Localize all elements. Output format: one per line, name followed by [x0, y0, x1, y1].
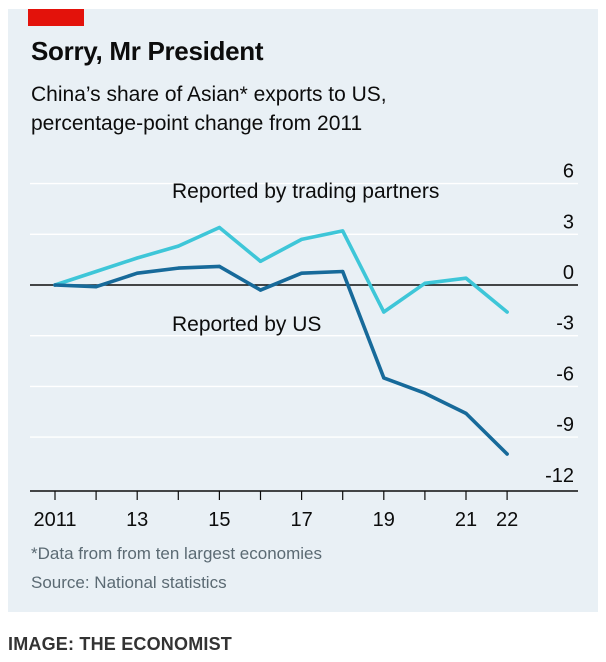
- data-point: [135, 271, 139, 275]
- y-tick-label: -3: [556, 313, 574, 335]
- x-tick-label: 15: [208, 509, 230, 531]
- y-tick-label: -9: [556, 414, 574, 436]
- data-point: [217, 264, 221, 269]
- y-tick-label: 3: [563, 211, 574, 233]
- data-point: [94, 269, 98, 274]
- x-tick-label: 19: [373, 509, 395, 531]
- data-point: [135, 256, 139, 260]
- data-point: [423, 391, 427, 395]
- data-point: [464, 411, 468, 416]
- data-point: [341, 269, 345, 274]
- chart-panel: [8, 9, 598, 612]
- data-point: [423, 281, 427, 285]
- subtitle-line-1: China’s share of Asian* exports to US,: [31, 83, 387, 106]
- footnote: *Data from from ten largest economies: [31, 544, 323, 563]
- data-point: [505, 310, 509, 314]
- series-label-us: Reported by US: [172, 313, 321, 336]
- line-reported-by-us: [53, 264, 509, 456]
- y-tick-label: 0: [563, 262, 574, 284]
- data-point: [505, 452, 509, 456]
- data-point: [464, 276, 468, 280]
- data-point: [382, 310, 386, 314]
- image-credit: IMAGE: THE ECONOMIST: [8, 634, 232, 654]
- x-tick-label: 17: [290, 509, 312, 531]
- subtitle-line-2: percentage-point change from 2011: [31, 112, 363, 135]
- data-point: [341, 229, 345, 233]
- y-tick-label: 6: [563, 161, 574, 183]
- x-tick-label: 2011: [33, 509, 76, 531]
- data-point: [217, 225, 221, 230]
- x-tick-label: 13: [126, 509, 148, 531]
- data-point: [258, 259, 263, 263]
- brand-tag: [28, 9, 84, 26]
- chart-title: Sorry, Mr President: [31, 36, 264, 66]
- line-reported-by-trading-partners: [53, 225, 509, 314]
- data-point: [53, 283, 57, 287]
- data-point: [300, 271, 304, 275]
- data-point: [176, 244, 180, 248]
- series-label-trading-partners: Reported by trading partners: [172, 180, 439, 203]
- x-tick-label: 22: [496, 509, 518, 531]
- x-tick-label: 21: [455, 509, 477, 531]
- data-point: [176, 266, 180, 270]
- data-point: [258, 288, 263, 292]
- data-point: [94, 285, 98, 289]
- y-tick-label: -6: [556, 363, 574, 385]
- y-tick-label: -12: [545, 465, 574, 487]
- data-point: [382, 376, 386, 380]
- source-note: Source: National statistics: [31, 573, 227, 592]
- data-point: [300, 237, 304, 241]
- chart-subtitle: China’s share of Asian* exports to US, p…: [31, 80, 501, 138]
